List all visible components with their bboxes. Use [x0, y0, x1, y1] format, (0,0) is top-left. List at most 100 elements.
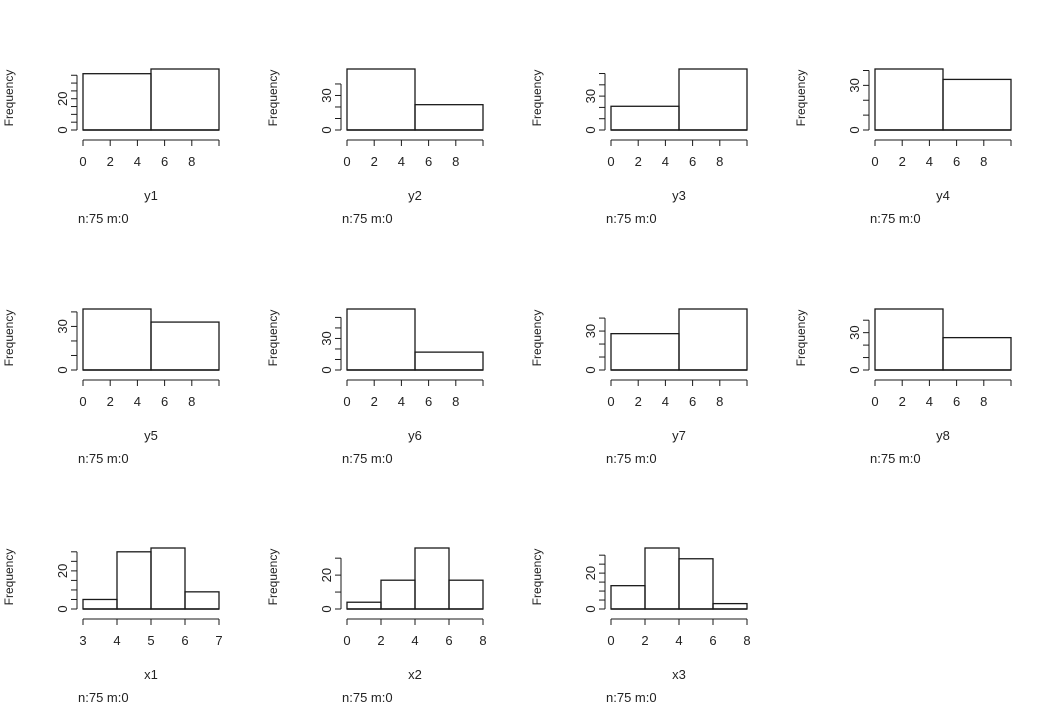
histogram-panel-y8: 0 30 Frequency 0 2 4 6 8 y8 n:75 m:0 — [794, 308, 1012, 466]
x-axis-label: y3 — [672, 188, 686, 203]
y-tick-label: 0 — [319, 126, 334, 133]
x-axis-label: y6 — [408, 428, 422, 443]
histogram-bar — [610, 333, 680, 371]
y-tick-label: 0 — [55, 126, 70, 133]
panel-note: n:75 m:0 — [870, 211, 921, 226]
histogram-panel-y3: 0 30 Frequency 0 2 4 6 8 y3 n:75 m:0 — [530, 68, 748, 226]
x-tick-label: 0 — [607, 633, 614, 648]
histogram-bar — [116, 551, 152, 610]
panel-note: n:75 m:0 — [606, 690, 657, 705]
y-tick-label: 0 — [583, 605, 598, 612]
histogram-bar — [346, 68, 416, 131]
x-tick-label: 2 — [899, 154, 906, 169]
x-tick-label: 4 — [134, 154, 141, 169]
panel-note: n:75 m:0 — [342, 211, 393, 226]
x-axis-label: x3 — [672, 667, 686, 682]
x-axis-label: y8 — [936, 428, 950, 443]
histogram-bar — [82, 308, 152, 371]
histogram-bar — [712, 602, 748, 610]
y-tick-label: 20 — [55, 564, 70, 578]
x-tick-label: 4 — [113, 633, 120, 648]
histogram-bar — [380, 579, 416, 610]
x-tick-label: 0 — [343, 633, 350, 648]
y-axis-label: Frequency — [530, 549, 544, 606]
y-tick-label: 0 — [583, 366, 598, 373]
histogram-panel-y6: 0 30 Frequency 0 2 4 6 8 y6 n:75 m:0 — [266, 308, 484, 466]
y-tick-label: 0 — [847, 366, 862, 373]
x-tick-label: 2 — [641, 633, 648, 648]
x-tick-label: 6 — [161, 394, 168, 409]
x-tick-label: 8 — [716, 154, 723, 169]
histogram-bar — [414, 351, 484, 371]
y-axis-label: Frequency — [794, 310, 808, 367]
panel-note: n:75 m:0 — [78, 690, 129, 705]
histogram-bar — [448, 579, 484, 610]
histogram-bar — [150, 547, 186, 610]
y-axis-label: Frequency — [2, 70, 16, 127]
y-tick-label: 0 — [319, 366, 334, 373]
panel-note: n:75 m:0 — [342, 690, 393, 705]
x-tick-label: 6 — [181, 633, 188, 648]
histogram-bar — [874, 308, 944, 371]
y-axis-label: Frequency — [266, 310, 280, 367]
histogram-panel-y4: 0 30 Frequency 0 2 4 6 8 y4 n:75 m:0 — [794, 68, 1012, 226]
y-tick-label: 30 — [583, 89, 598, 103]
x-tick-label: 6 — [425, 154, 432, 169]
histogram-bar — [346, 601, 382, 610]
x-tick-label: 2 — [635, 154, 642, 169]
x-tick-label: 3 — [79, 633, 86, 648]
histogram-bar — [346, 308, 416, 371]
x-tick-label: 6 — [425, 394, 432, 409]
x-tick-label: 2 — [635, 394, 642, 409]
x-tick-label: 4 — [675, 633, 682, 648]
x-tick-label: 8 — [188, 154, 195, 169]
y-tick-label: 30 — [319, 88, 334, 102]
y-tick-label: 0 — [55, 605, 70, 612]
panel-note: n:75 m:0 — [78, 451, 129, 466]
x-tick-label: 0 — [79, 394, 86, 409]
y-axis-label: Frequency — [2, 549, 16, 606]
panel-note: n:75 m:0 — [342, 451, 393, 466]
x-tick-label: 8 — [188, 394, 195, 409]
y-tick-label: 20 — [319, 568, 334, 582]
x-tick-label: 8 — [452, 394, 459, 409]
x-tick-label: 0 — [871, 154, 878, 169]
y-tick-label: 0 — [55, 366, 70, 373]
x-axis-label: y5 — [144, 428, 158, 443]
y-tick-label: 0 — [847, 126, 862, 133]
x-tick-label: 6 — [709, 633, 716, 648]
x-tick-label: 2 — [107, 394, 114, 409]
x-tick-label: 2 — [377, 633, 384, 648]
x-tick-label: 8 — [743, 633, 750, 648]
histogram-bar — [678, 558, 714, 610]
x-tick-label: 2 — [371, 154, 378, 169]
histogram-bar — [150, 68, 220, 131]
x-tick-label: 4 — [662, 154, 669, 169]
x-tick-label: 4 — [411, 633, 418, 648]
x-tick-label: 6 — [953, 154, 960, 169]
histogram-panel-y1: 0 20 Frequency 0 2 4 6 8 y1 n:75 m:0 — [2, 68, 220, 226]
histogram-panel-y5: 0 30 Frequency 0 2 4 6 8 y5 n:75 m:0 — [2, 308, 220, 466]
histogram-panel-x2: 0 20 Frequency 0 2 4 6 8 x2 n:75 m:0 — [266, 547, 487, 705]
histogram-bar — [150, 321, 220, 371]
histogram-panel-x3: 0 20 Frequency 0 2 4 6 8 x3 n:75 m:0 — [530, 547, 751, 705]
x-tick-label: 0 — [607, 394, 614, 409]
x-tick-label: 6 — [445, 633, 452, 648]
x-tick-label: 4 — [134, 394, 141, 409]
y-tick-label: 0 — [319, 605, 334, 612]
histogram-panel-x1: 0 20 Frequency 3 4 5 6 7 x1 n:75 m:0 — [2, 547, 223, 705]
y-axis-label: Frequency — [2, 310, 16, 367]
x-tick-label: 8 — [716, 394, 723, 409]
x-tick-label: 0 — [607, 154, 614, 169]
x-tick-label: 4 — [926, 154, 933, 169]
histogram-bar — [610, 585, 646, 610]
histogram-bar — [82, 598, 118, 610]
histogram-bar — [942, 78, 1012, 131]
histogram-bar — [610, 105, 680, 131]
x-axis-label: y7 — [672, 428, 686, 443]
panel-note: n:75 m:0 — [606, 211, 657, 226]
x-tick-label: 5 — [147, 633, 154, 648]
x-tick-label: 0 — [343, 154, 350, 169]
histogram-bar — [874, 68, 944, 131]
y-tick-label: 30 — [55, 319, 70, 333]
